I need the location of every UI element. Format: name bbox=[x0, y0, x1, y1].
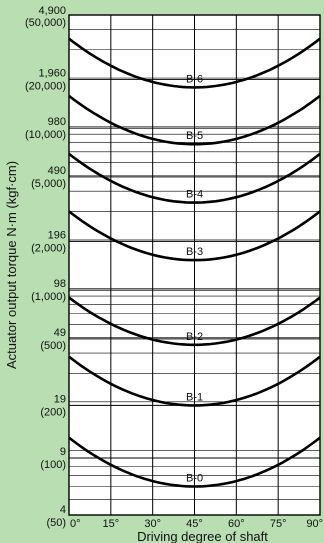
y-tick-label: 1,960 bbox=[38, 67, 66, 79]
x-tick-label: 15° bbox=[103, 518, 120, 530]
curve-label-b-4: B-4 bbox=[186, 189, 203, 201]
x-tick-labels: 0° 15° 30° 45° 60° 75° 90° bbox=[70, 518, 323, 530]
y-tick-sublabel: (50) bbox=[46, 517, 66, 529]
y-tick-sublabel: (100) bbox=[40, 459, 66, 471]
x-tick-label: 90° bbox=[306, 518, 323, 530]
curve-b-0 bbox=[68, 436, 321, 488]
curve-label-b-1: B-1 bbox=[186, 391, 203, 403]
curve-b-5 bbox=[68, 94, 321, 146]
y-tick-label: 4,900 bbox=[38, 5, 66, 17]
y-tick-label: 196 bbox=[48, 229, 66, 241]
y-tick-sublabel: (5,000) bbox=[31, 178, 66, 190]
plot-frame bbox=[68, 14, 321, 516]
y-tick-sublabel: (50,000) bbox=[25, 17, 66, 29]
y-tick-label: 980 bbox=[48, 116, 66, 128]
y-tick-sublabel: (200) bbox=[40, 406, 66, 418]
y-tick-sublabel: (500) bbox=[40, 340, 66, 352]
x-tick-label: 60° bbox=[228, 518, 245, 530]
curve-label-b-5: B-5 bbox=[186, 130, 203, 142]
curve-b-3 bbox=[68, 210, 321, 262]
x-tick-label: 30° bbox=[144, 518, 161, 530]
x-tick-label: 0° bbox=[70, 518, 81, 530]
curve-b-2 bbox=[68, 296, 321, 347]
y-tick-sublabel: (10,000) bbox=[25, 129, 66, 141]
y-tick-sublabel: (2,000) bbox=[31, 242, 66, 254]
y-tick-label: 9 bbox=[60, 446, 66, 458]
curves bbox=[68, 37, 321, 488]
curve-label-b-3: B-3 bbox=[186, 246, 203, 258]
y-tick-label: 4 bbox=[60, 504, 66, 516]
x-axis-label: Driving degree of shaft bbox=[137, 529, 268, 543]
y-tick-label: 49 bbox=[54, 327, 66, 339]
x-tick-label: 75° bbox=[270, 518, 287, 530]
y-tick-label: 98 bbox=[54, 278, 66, 290]
y-tick-sublabel: (1,000) bbox=[31, 291, 66, 303]
curve-label-b-6: B-6 bbox=[186, 73, 203, 85]
x-tick-label: 45° bbox=[186, 518, 203, 530]
curve-b-6 bbox=[68, 37, 321, 89]
curve-b-4 bbox=[68, 152, 321, 204]
y-axis-label: Actuator output torque N·m (kgf·cm) bbox=[4, 161, 19, 369]
curve-label-b-0: B-0 bbox=[186, 472, 203, 484]
y-tick-label: 490 bbox=[48, 165, 66, 177]
curve-labels: B-6 B-5 B-4 B-3 B-2 B-1 B-0 bbox=[186, 73, 203, 484]
y-tick-label: 19 bbox=[54, 393, 66, 405]
curve-b-1 bbox=[68, 355, 321, 407]
y-tick-labels: 4(50) 9(100) 19(200) 49(500) 98(1,000) 196(2,… bbox=[25, 5, 66, 529]
curve-label-b-2: B-2 bbox=[186, 331, 203, 343]
y-tick-sublabel: (20,000) bbox=[25, 80, 66, 92]
